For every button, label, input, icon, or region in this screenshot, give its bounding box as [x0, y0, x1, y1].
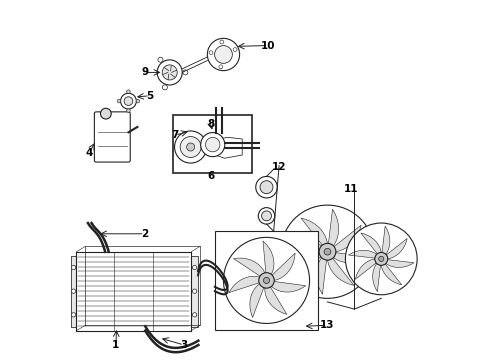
Text: 9: 9 [141, 67, 148, 77]
Bar [173, 116, 252, 173]
Circle shape [121, 93, 136, 109]
Circle shape [260, 181, 273, 194]
Polygon shape [229, 276, 260, 293]
Circle shape [124, 97, 133, 105]
Polygon shape [327, 258, 354, 285]
Bar [71, 256, 76, 327]
Polygon shape [386, 238, 407, 259]
Text: 6: 6 [207, 171, 215, 181]
Polygon shape [250, 284, 264, 318]
Polygon shape [333, 253, 370, 263]
Circle shape [233, 48, 237, 51]
Polygon shape [373, 264, 381, 292]
Polygon shape [317, 258, 326, 294]
FancyBboxPatch shape [95, 112, 130, 162]
Polygon shape [285, 240, 321, 251]
Polygon shape [334, 225, 361, 252]
Circle shape [205, 138, 220, 152]
Circle shape [183, 70, 188, 75]
Circle shape [319, 243, 336, 260]
Polygon shape [348, 250, 377, 258]
Polygon shape [382, 226, 390, 254]
Circle shape [379, 256, 384, 261]
Polygon shape [355, 259, 376, 279]
Bar [191, 256, 198, 327]
Circle shape [220, 40, 224, 44]
Circle shape [187, 143, 195, 151]
Polygon shape [361, 233, 381, 254]
Bar [215, 231, 318, 330]
Polygon shape [207, 138, 242, 158]
Circle shape [126, 90, 130, 94]
Circle shape [126, 109, 130, 112]
Circle shape [258, 208, 275, 224]
Polygon shape [233, 258, 265, 276]
Text: 5: 5 [147, 91, 153, 101]
Circle shape [162, 85, 168, 90]
Circle shape [72, 313, 76, 317]
Circle shape [223, 237, 310, 323]
Circle shape [158, 57, 163, 62]
Polygon shape [328, 209, 339, 246]
Circle shape [136, 99, 140, 103]
Circle shape [117, 99, 121, 103]
Text: 8: 8 [207, 120, 215, 129]
Circle shape [162, 65, 177, 80]
Text: 10: 10 [261, 41, 275, 50]
Circle shape [180, 136, 201, 157]
Circle shape [72, 289, 76, 293]
Polygon shape [271, 282, 306, 292]
Circle shape [193, 313, 197, 317]
Circle shape [209, 51, 213, 55]
Circle shape [259, 273, 274, 288]
Text: 1: 1 [112, 340, 120, 350]
Circle shape [201, 132, 225, 157]
Text: 4: 4 [85, 148, 93, 158]
Polygon shape [294, 252, 321, 278]
Text: 2: 2 [141, 229, 148, 239]
Text: 13: 13 [320, 320, 335, 330]
Circle shape [324, 248, 331, 255]
Circle shape [264, 277, 270, 284]
Polygon shape [386, 260, 414, 267]
Circle shape [281, 205, 374, 298]
Circle shape [72, 265, 76, 270]
Circle shape [174, 131, 207, 163]
Circle shape [375, 252, 388, 265]
Circle shape [100, 108, 111, 119]
Polygon shape [263, 241, 274, 274]
Polygon shape [265, 287, 287, 314]
Polygon shape [301, 218, 327, 245]
Circle shape [256, 176, 277, 198]
Circle shape [262, 211, 271, 221]
Text: 7: 7 [172, 130, 179, 140]
Text: 11: 11 [343, 184, 358, 194]
Text: 3: 3 [180, 340, 188, 350]
Circle shape [157, 60, 182, 85]
Polygon shape [272, 253, 295, 280]
Circle shape [193, 289, 197, 293]
Circle shape [219, 65, 223, 69]
Circle shape [215, 46, 232, 63]
Circle shape [193, 265, 197, 270]
Circle shape [207, 39, 240, 71]
Polygon shape [381, 264, 402, 285]
Circle shape [345, 223, 417, 295]
Text: 12: 12 [272, 162, 286, 172]
